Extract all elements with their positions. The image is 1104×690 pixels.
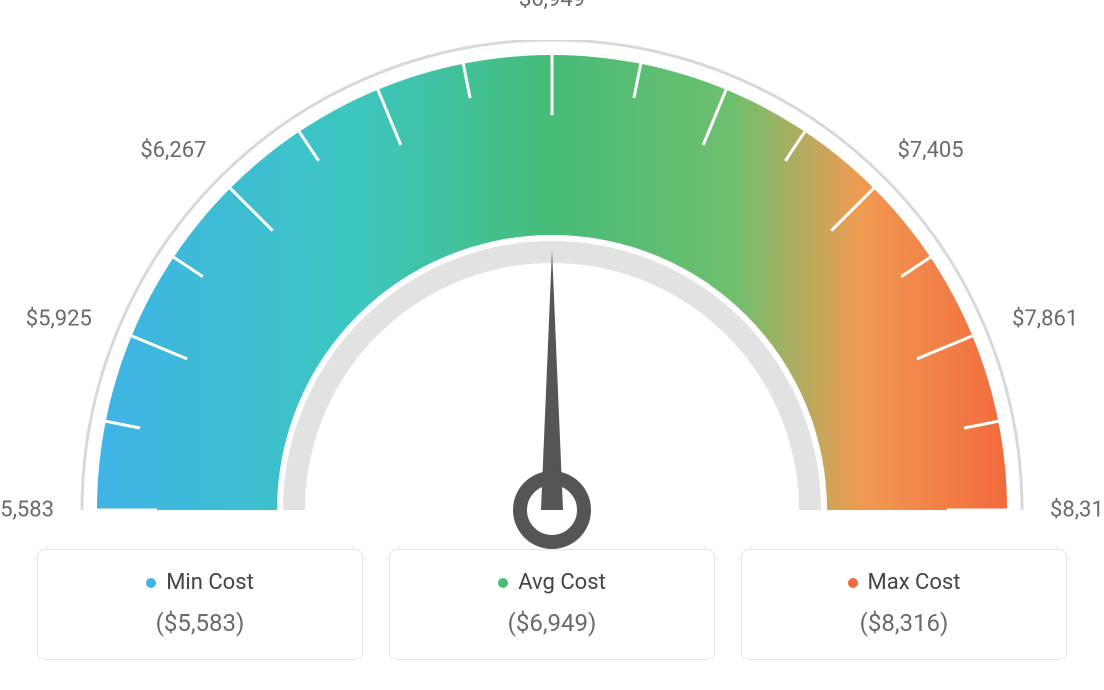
legend-title-max: Max Cost <box>848 570 961 595</box>
gauge-chart: $5,583$5,925$6,267$6,949$7,405$7,861$8,3… <box>42 40 1062 560</box>
gauge-tick-label: $6,949 <box>519 0 585 12</box>
gauge-tick-label: $6,267 <box>140 138 206 163</box>
dot-min-icon <box>146 578 156 588</box>
legend-card-avg: Avg Cost ($6,949) <box>389 549 715 660</box>
gauge-tick-label: $7,405 <box>898 138 964 163</box>
legend-card-min: Min Cost ($5,583) <box>37 549 363 660</box>
gauge-tick-label: $8,316 <box>1050 498 1104 523</box>
dot-avg-icon <box>498 578 508 588</box>
legend-title-max-text: Max Cost <box>868 570 961 595</box>
legend-title-min-text: Min Cost <box>166 570 254 595</box>
dot-max-icon <box>848 578 858 588</box>
legend-title-min: Min Cost <box>146 570 254 595</box>
gauge-tick-label: $5,583 <box>0 498 54 523</box>
legend-value-avg: ($6,949) <box>400 609 704 637</box>
legend-value-min: ($5,583) <box>48 609 352 637</box>
legend-title-avg: Avg Cost <box>498 570 606 595</box>
gauge-svg <box>42 40 1062 560</box>
legend-card-max: Max Cost ($8,316) <box>741 549 1067 660</box>
gauge-tick-label: $7,861 <box>1012 307 1078 332</box>
legend-row: Min Cost ($5,583) Avg Cost ($6,949) Max … <box>37 549 1067 660</box>
legend-title-avg-text: Avg Cost <box>518 570 606 595</box>
gauge-tick-label: $5,925 <box>26 307 92 332</box>
legend-value-max: ($8,316) <box>752 609 1056 637</box>
